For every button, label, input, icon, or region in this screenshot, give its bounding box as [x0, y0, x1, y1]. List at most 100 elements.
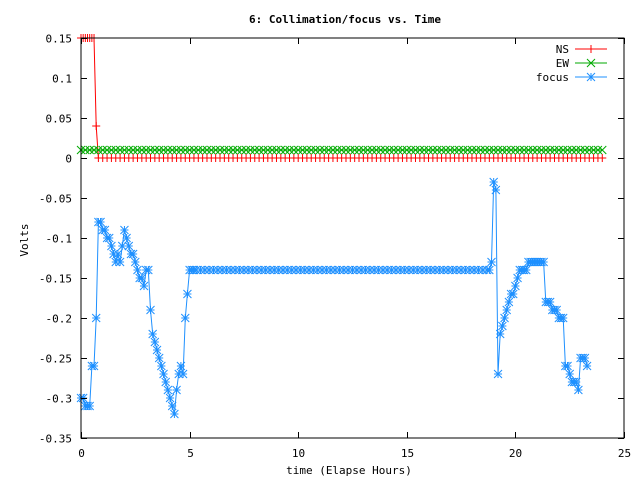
data-point-EW: [550, 145, 559, 155]
data-point-focus: [356, 265, 366, 275]
data-point-EW: [385, 145, 394, 155]
data-point-focus: [159, 369, 168, 379]
data-point-focus: [304, 265, 314, 275]
data-point-EW: [206, 145, 216, 155]
data-point-focus: [571, 377, 581, 387]
data-point-focus: [107, 241, 116, 251]
data-point-focus: [395, 265, 405, 275]
data-point-focus: [265, 265, 275, 275]
data-point-EW: [263, 145, 273, 155]
data-point-EW: [341, 145, 351, 155]
data-point-focus: [582, 361, 592, 371]
legend-label: focus: [536, 71, 569, 84]
data-point-EW: [259, 145, 268, 155]
data-point-focus: [176, 361, 186, 371]
data-point-EW: [519, 145, 529, 155]
data-point-EW: [211, 145, 221, 155]
data-point-focus: [139, 281, 149, 291]
data-point-focus: [504, 297, 514, 307]
data-point-focus: [513, 273, 522, 283]
data-point-NS: [92, 122, 101, 130]
y-axis-label: Volts: [18, 223, 31, 256]
data-point-EW: [450, 145, 459, 155]
data-point-focus: [100, 225, 110, 235]
y-tick-label: -0.05: [39, 193, 72, 206]
data-point-focus: [167, 401, 177, 411]
data-point-EW: [319, 145, 329, 155]
data-point-focus: [161, 377, 171, 387]
data-point-focus: [491, 185, 501, 195]
data-point-EW: [506, 145, 516, 155]
data-point-focus: [209, 265, 218, 275]
data-point-EW: [224, 145, 234, 155]
data-point-EW: [498, 145, 507, 155]
data-point-EW: [345, 145, 355, 155]
y-tick-label: 0: [65, 153, 72, 166]
data-point-focus: [565, 369, 575, 379]
data-point-focus: [154, 353, 164, 363]
data-point-focus: [157, 361, 166, 371]
legend-label: NS: [556, 43, 569, 56]
data-point-focus: [343, 265, 353, 275]
data-point-EW: [589, 145, 598, 155]
data-point-focus: [148, 329, 158, 339]
data-point-EW: [554, 145, 564, 155]
data-point-EW: [432, 145, 442, 155]
data-point-EW: [124, 145, 134, 155]
data-point-focus: [443, 265, 453, 275]
legend-marker: [586, 58, 596, 68]
data-point-focus: [452, 265, 462, 275]
data-point-EW: [246, 145, 255, 155]
data-point-focus: [369, 265, 379, 275]
data-point-EW: [502, 145, 512, 155]
data-point-focus: [252, 265, 262, 275]
data-point-focus: [183, 289, 192, 299]
data-point-EW: [137, 145, 147, 155]
data-point-focus: [391, 265, 401, 275]
data-point-focus: [317, 265, 327, 275]
x-tick-label: 25: [618, 447, 631, 460]
data-point-focus: [545, 297, 555, 307]
data-point-EW: [545, 145, 555, 155]
data-point-EW: [437, 145, 446, 155]
data-point-EW: [315, 145, 325, 155]
data-point-EW: [458, 145, 468, 155]
data-point-focus: [500, 313, 509, 323]
data-point-EW: [250, 145, 260, 155]
data-point-focus: [326, 265, 336, 275]
data-point-focus: [426, 265, 436, 275]
data-point-focus: [404, 265, 414, 275]
data-point-EW: [354, 145, 364, 155]
data-point-EW: [272, 145, 281, 155]
data-point-focus: [461, 265, 470, 275]
data-point-focus: [243, 265, 253, 275]
data-point-EW: [415, 145, 425, 155]
data-point-focus: [124, 241, 134, 251]
data-point-EW: [597, 145, 607, 155]
data-point-EW: [254, 145, 264, 155]
data-point-focus: [563, 361, 572, 371]
data-point-EW: [189, 145, 199, 155]
data-point-EW: [89, 145, 99, 155]
data-point-focus: [170, 409, 179, 419]
data-point-focus: [248, 265, 257, 275]
data-point-focus: [580, 353, 590, 363]
data-point-EW: [280, 145, 290, 155]
data-point-EW: [285, 145, 294, 155]
data-point-EW: [467, 145, 477, 155]
data-point-focus: [230, 265, 240, 275]
data-point-EW: [463, 145, 472, 155]
data-point-focus: [348, 265, 357, 275]
y-tick-label: 0.1: [52, 73, 72, 86]
data-point-focus: [552, 305, 562, 315]
data-point-focus: [274, 265, 284, 275]
data-point-EW: [128, 145, 138, 155]
data-point-focus: [417, 265, 427, 275]
data-point-focus: [574, 385, 583, 395]
data-point-EW: [493, 145, 503, 155]
data-point-focus: [200, 265, 210, 275]
data-point-focus: [104, 233, 114, 243]
data-point-focus: [152, 345, 162, 355]
data-point-focus: [313, 265, 323, 275]
data-point-focus: [174, 369, 184, 379]
